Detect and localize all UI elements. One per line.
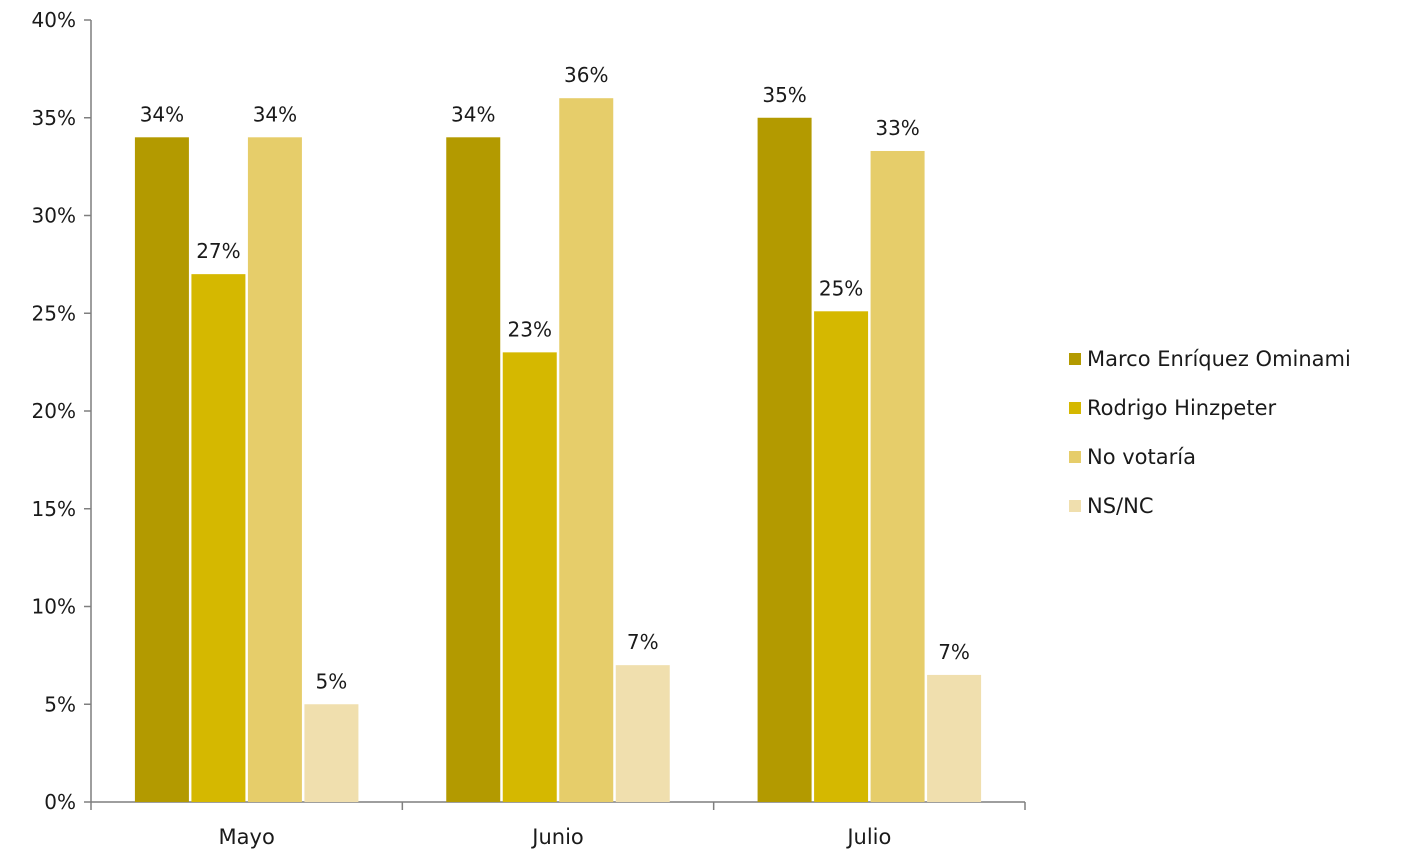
bars	[134, 98, 982, 803]
y-tick-label: 30%	[32, 204, 76, 228]
legend-label: NS/NC	[1087, 494, 1154, 518]
bar	[559, 98, 614, 802]
bar	[247, 137, 302, 803]
data-label: 7%	[938, 640, 970, 664]
legend-swatch	[1069, 353, 1081, 365]
data-label: 33%	[875, 116, 919, 140]
bar	[814, 311, 869, 802]
legend-label: Marco Enríquez Ominami	[1087, 347, 1351, 371]
data-label: 5%	[316, 669, 348, 693]
bar	[134, 137, 189, 803]
legend-label: No votaría	[1087, 445, 1196, 469]
y-tick-label: 25%	[32, 301, 76, 325]
bar	[191, 274, 246, 802]
data-label: 7%	[627, 630, 659, 654]
legend-swatch	[1069, 451, 1081, 463]
data-label: 25%	[819, 276, 863, 300]
bar	[502, 352, 557, 802]
legend-swatch	[1069, 402, 1081, 414]
data-label: 23%	[508, 317, 552, 341]
data-label: 34%	[253, 102, 297, 126]
legend-label: Rodrigo Hinzpeter	[1087, 396, 1277, 420]
y-tick-label: 10%	[32, 595, 76, 619]
bar	[615, 665, 670, 802]
x-axis: Mayo Junio Julio	[90, 801, 1026, 849]
y-tick-label: 35%	[32, 106, 76, 130]
y-tick-label: 5%	[44, 692, 76, 716]
legend: Marco Enríquez Ominami Rodrigo Hinzpeter N…	[1069, 347, 1351, 518]
data-label: 36%	[564, 63, 608, 87]
bar	[446, 137, 501, 803]
y-tick-label: 0%	[44, 790, 76, 814]
bar	[304, 704, 359, 802]
y-axis: 0% 5% 10% 15% 20% 25% 30% 35% 40%	[32, 8, 92, 814]
x-category-label: Junio	[530, 825, 584, 849]
data-label: 34%	[140, 102, 184, 126]
data-label: 34%	[451, 102, 495, 126]
bar	[927, 674, 982, 802]
y-tick-label: 15%	[32, 497, 76, 521]
bar	[870, 150, 925, 803]
legend-swatch	[1069, 500, 1081, 512]
data-label: 27%	[196, 239, 240, 263]
y-tick-label: 20%	[32, 399, 76, 423]
x-category-label: Julio	[845, 825, 891, 849]
y-tick-label: 40%	[32, 8, 76, 32]
data-label: 35%	[762, 83, 806, 107]
bar	[757, 117, 812, 802]
x-category-label: Mayo	[219, 825, 275, 849]
data-labels: 34% 34% 35% 27% 23% 25% 34% 36% 33% 5% 7% 7%	[140, 63, 970, 693]
